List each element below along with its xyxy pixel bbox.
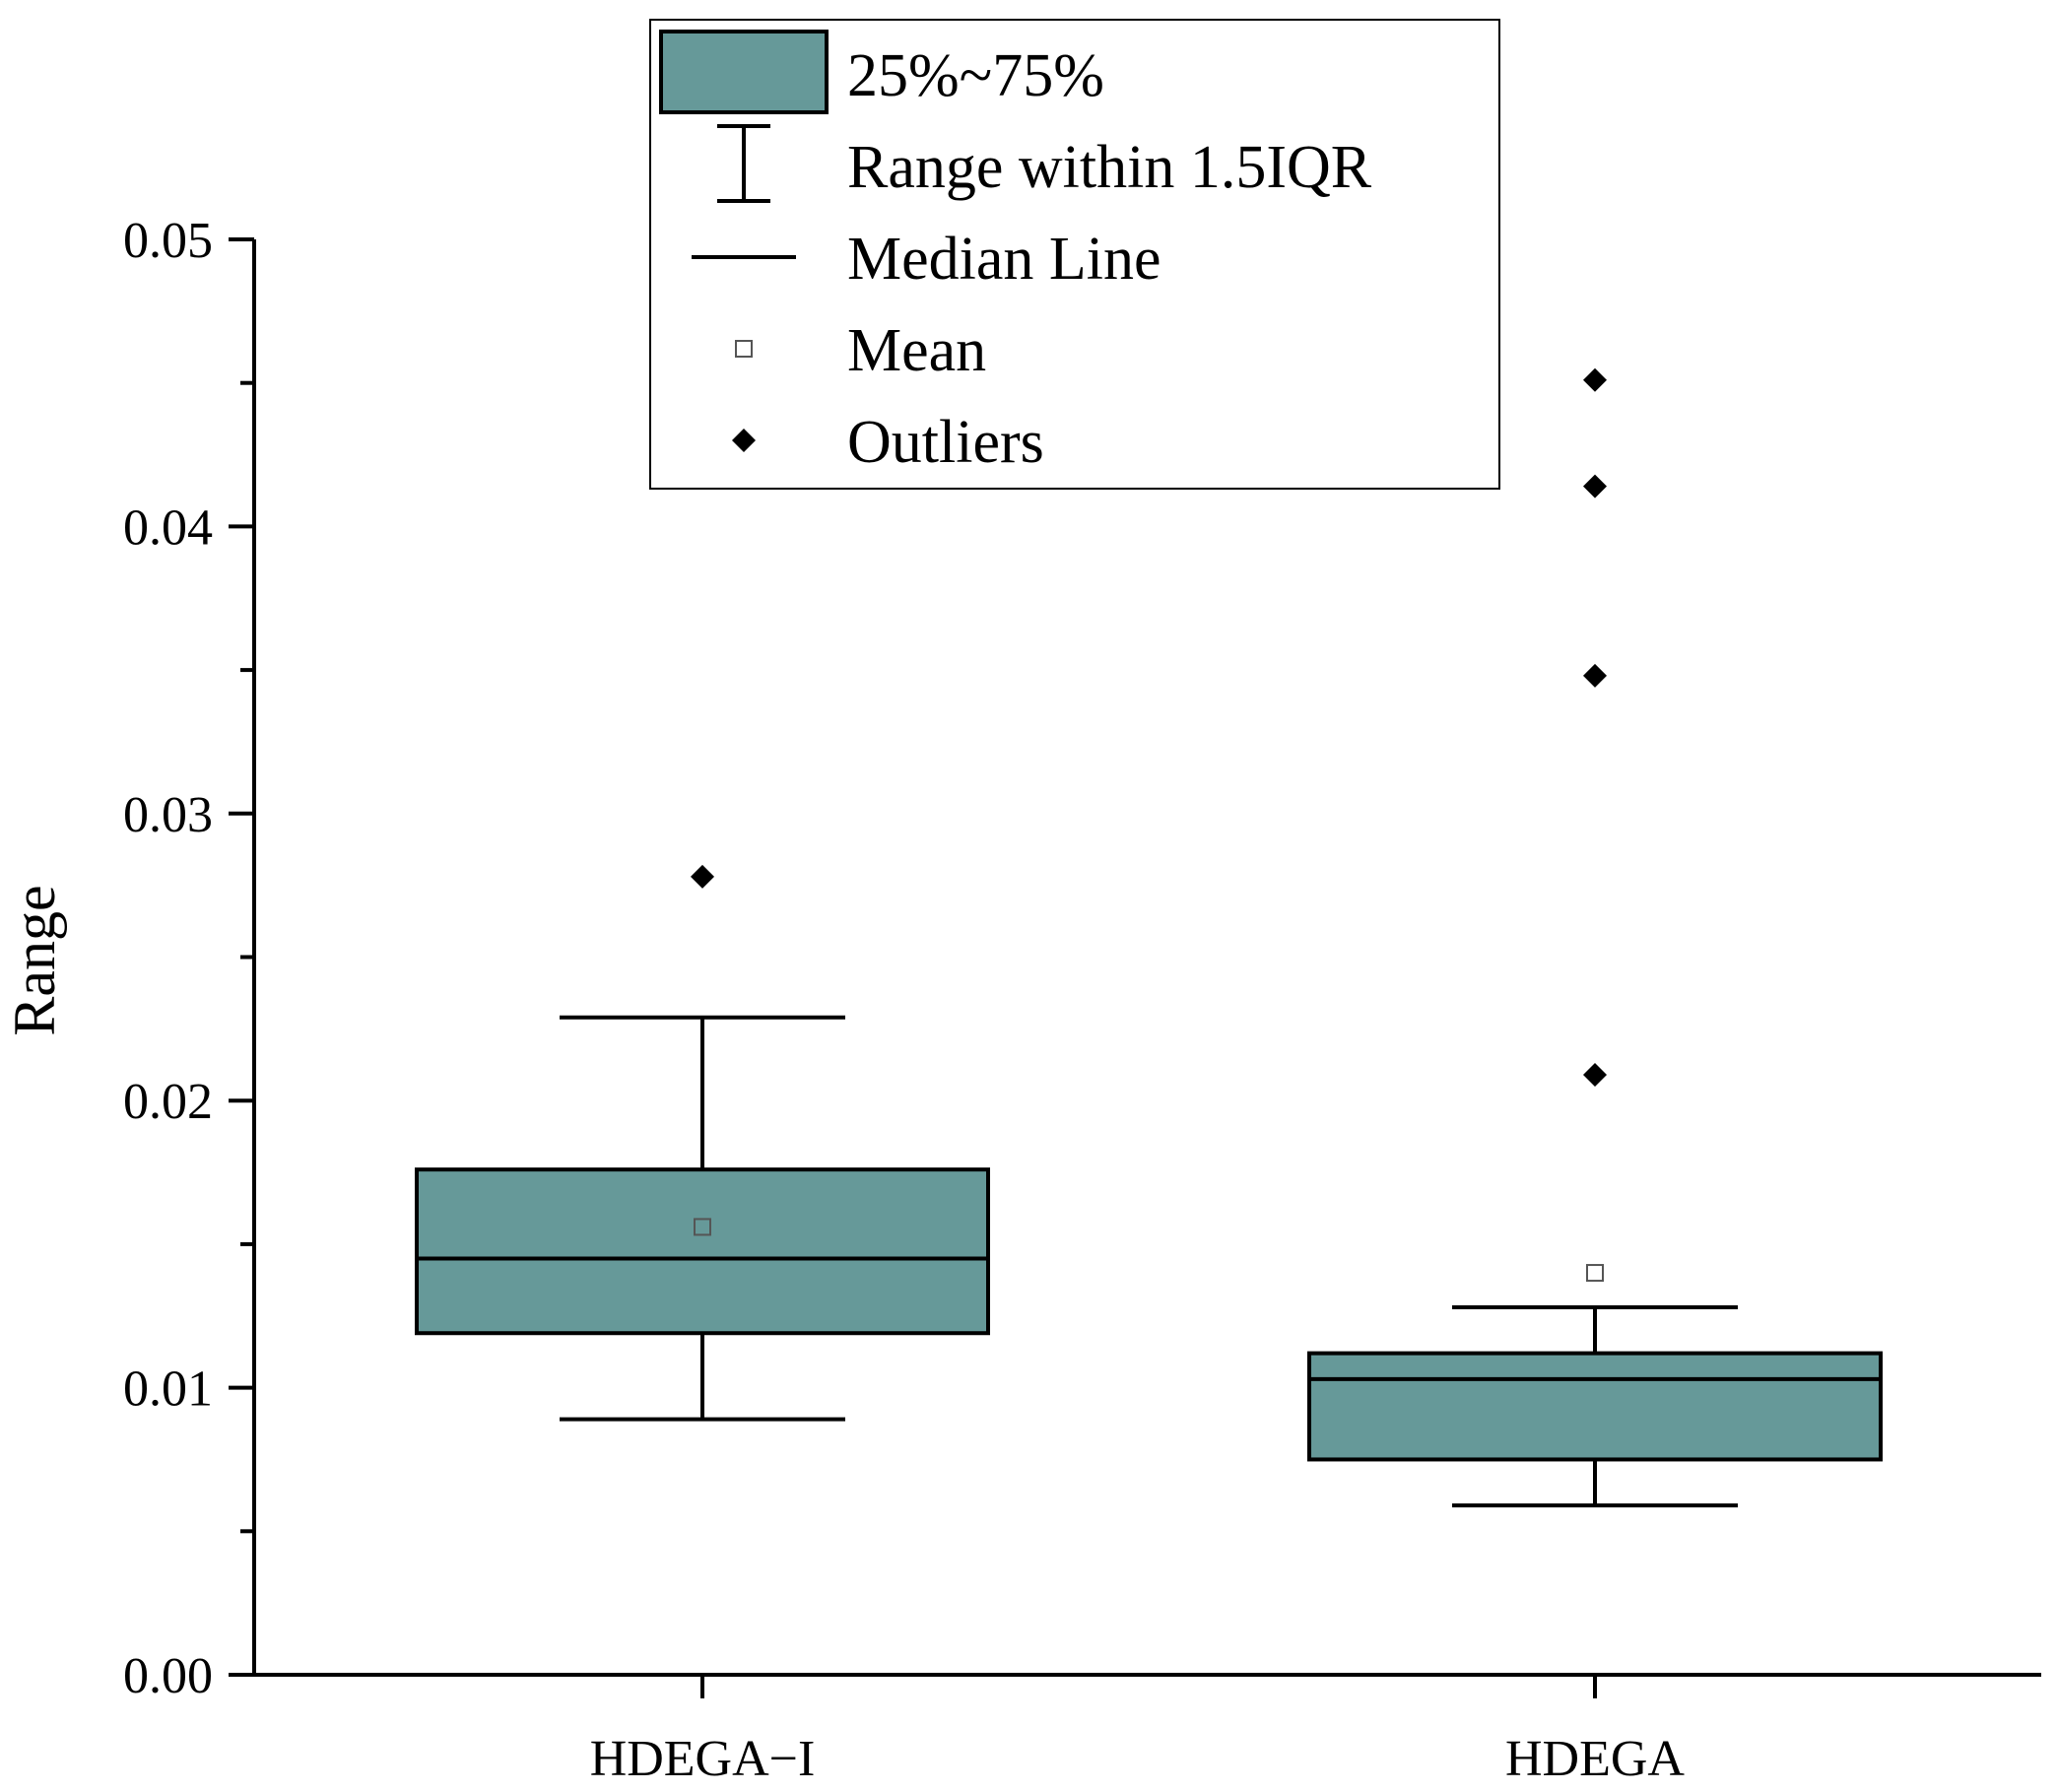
legend-label-mean: Mean <box>847 317 986 384</box>
legend: 25%~75% Range within 1.5IQR Median Line Mea… <box>649 19 1500 490</box>
iqr-box <box>1307 1351 1883 1462</box>
outlier-point <box>1583 1062 1607 1087</box>
legend-label-median: Median Line <box>847 226 1161 293</box>
x-category-label: HDEGA−I <box>590 1731 816 1787</box>
outlier-point <box>691 864 714 889</box>
x-category-label: HDEGA <box>1505 1731 1685 1787</box>
iqr-box <box>415 1167 990 1336</box>
mean-marker <box>1586 1264 1604 1283</box>
box-group-2 <box>1307 367 1883 1508</box>
legend-mean-marker <box>735 340 753 358</box>
y-tick-label: 0.00 <box>123 1648 213 1704</box>
y-tick-label: 0.01 <box>123 1361 213 1418</box>
outlier-point <box>1583 367 1607 392</box>
plot-area: 0.00 0.01 0.02 0.03 0.04 0.05 HDEGA−I HDEGA <box>123 213 2041 1787</box>
legend-box-swatch <box>659 30 829 114</box>
y-tick-label: 0.05 <box>123 213 213 269</box>
legend-label-whisker: Range within 1.5IQR <box>847 134 1372 201</box>
box-group-1 <box>415 864 990 1422</box>
y-tick-label: 0.04 <box>123 499 213 556</box>
outlier-point <box>1583 663 1607 688</box>
y-tick-label: 0.03 <box>123 787 213 843</box>
legend-label-box: 25%~75% <box>847 42 1104 109</box>
y-tick-label: 0.02 <box>123 1074 213 1130</box>
mean-marker <box>694 1218 711 1236</box>
outlier-point <box>1583 474 1607 498</box>
y-axis-title: Range <box>2 885 67 1035</box>
legend-outlier-marker <box>732 429 756 452</box>
legend-label-outlier: Outliers <box>847 409 1044 476</box>
